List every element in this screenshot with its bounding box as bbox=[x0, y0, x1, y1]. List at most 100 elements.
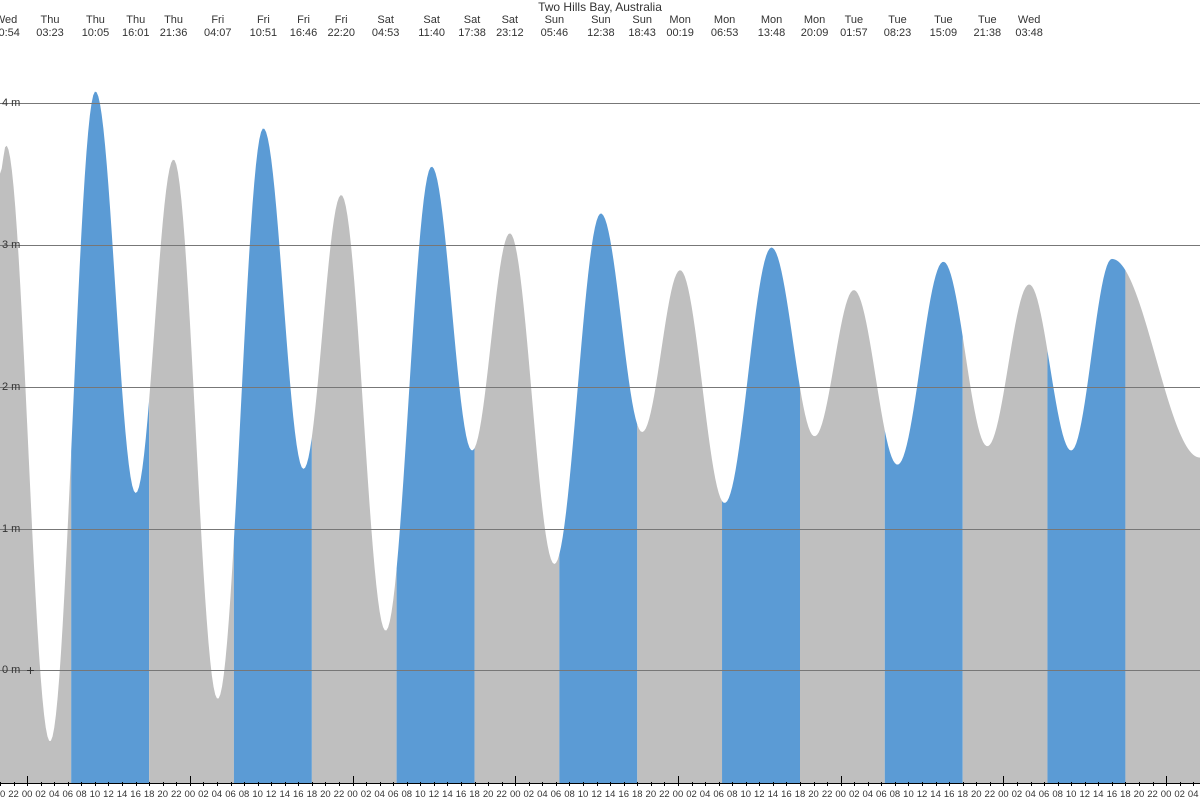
tide-area-day bbox=[234, 129, 312, 784]
x-tick bbox=[569, 782, 570, 786]
tide-time-label: Fri22:20 bbox=[327, 14, 355, 40]
x-hour-label: 22 bbox=[8, 789, 19, 800]
tide-area-day bbox=[559, 214, 637, 784]
x-hour-label: 10 bbox=[415, 789, 426, 800]
x-tick bbox=[81, 782, 82, 786]
y-axis-label: 2 m bbox=[2, 381, 20, 393]
x-hour-label: 00 bbox=[998, 789, 1009, 800]
x-tick bbox=[705, 782, 706, 786]
x-hour-label: 16 bbox=[293, 789, 304, 800]
x-tick bbox=[786, 782, 787, 786]
x-hour-label: 10 bbox=[903, 789, 914, 800]
x-tick bbox=[420, 782, 421, 786]
x-hour-label: 22 bbox=[1147, 789, 1158, 800]
x-hour-label: 04 bbox=[374, 789, 385, 800]
tide-time-label: Mon13:48 bbox=[758, 14, 786, 40]
x-hour-label: 18 bbox=[469, 789, 480, 800]
x-hour-label: 12 bbox=[754, 789, 765, 800]
x-tick bbox=[597, 782, 598, 786]
tide-time-label: Sat17:38 bbox=[458, 14, 486, 40]
tide-time-label: Thu21:36 bbox=[160, 14, 188, 40]
x-tick bbox=[353, 776, 354, 786]
x-hour-label: 08 bbox=[890, 789, 901, 800]
x-hour-label: 04 bbox=[1025, 789, 1036, 800]
x-tick bbox=[841, 776, 842, 786]
tide-time-label: Fri16:46 bbox=[290, 14, 318, 40]
y-axis-label: 3 m bbox=[2, 239, 20, 251]
x-hour-label: 20 bbox=[483, 789, 494, 800]
x-hour-label: 08 bbox=[564, 789, 575, 800]
x-tick bbox=[1003, 776, 1004, 786]
x-tick bbox=[1058, 782, 1059, 786]
x-tick bbox=[949, 782, 950, 786]
x-tick bbox=[583, 782, 584, 786]
x-hour-label: 00 bbox=[185, 789, 196, 800]
x-tick bbox=[393, 782, 394, 786]
tide-area-night bbox=[475, 233, 560, 784]
x-tick bbox=[1166, 776, 1167, 786]
x-hour-label: 22 bbox=[822, 789, 833, 800]
tide-time-label: Tue21:38 bbox=[974, 14, 1002, 40]
x-tick bbox=[529, 782, 530, 786]
tide-area-night bbox=[1125, 270, 1200, 784]
x-tick bbox=[190, 776, 191, 786]
x-tick bbox=[1044, 782, 1045, 786]
x-hour-label: 10 bbox=[1066, 789, 1077, 800]
x-tick bbox=[637, 782, 638, 786]
x-tick bbox=[651, 782, 652, 786]
x-tick bbox=[339, 782, 340, 786]
x-hour-label: 08 bbox=[401, 789, 412, 800]
x-tick bbox=[1031, 782, 1032, 786]
x-tick bbox=[434, 782, 435, 786]
tide-curve bbox=[0, 46, 1200, 784]
x-hour-label: 22 bbox=[985, 789, 996, 800]
x-tick bbox=[502, 782, 503, 786]
x-hour-label: 10 bbox=[740, 789, 751, 800]
x-tick bbox=[1180, 782, 1181, 786]
x-tick bbox=[325, 782, 326, 786]
tide-time-label: Thu16:01 bbox=[122, 14, 150, 40]
x-tick bbox=[149, 782, 150, 786]
x-hour-label: 22 bbox=[496, 789, 507, 800]
tide-time-label: Sun05:46 bbox=[541, 14, 569, 40]
x-tick bbox=[14, 782, 15, 786]
x-hour-label: 14 bbox=[442, 789, 453, 800]
x-tick bbox=[217, 782, 218, 786]
x-tick bbox=[475, 782, 476, 786]
x-tick bbox=[624, 782, 625, 786]
x-tick bbox=[692, 782, 693, 786]
x-hour-label: 12 bbox=[103, 789, 114, 800]
y-axis-label: 4 m bbox=[2, 97, 20, 109]
x-hour-label: 04 bbox=[862, 789, 873, 800]
x-tick bbox=[1085, 782, 1086, 786]
x-tick bbox=[719, 782, 720, 786]
x-hour-label: 18 bbox=[632, 789, 643, 800]
x-hour-label: 18 bbox=[957, 789, 968, 800]
x-hour-label: 12 bbox=[429, 789, 440, 800]
x-tick bbox=[1125, 782, 1126, 786]
x-tick bbox=[68, 782, 69, 786]
x-hour-label: 02 bbox=[1174, 789, 1185, 800]
x-tick bbox=[108, 782, 109, 786]
x-tick bbox=[908, 782, 909, 786]
x-hour-label: 00 bbox=[835, 789, 846, 800]
x-tick bbox=[122, 782, 123, 786]
x-hour-label: 20 bbox=[971, 789, 982, 800]
gridline bbox=[0, 245, 1200, 246]
x-hour-label: 02 bbox=[198, 789, 209, 800]
x-tick bbox=[1193, 782, 1194, 786]
x-hour-label: 04 bbox=[1188, 789, 1199, 800]
x-tick bbox=[95, 782, 96, 786]
x-tick bbox=[258, 782, 259, 786]
tide-area-night bbox=[637, 270, 722, 784]
x-tick bbox=[1098, 782, 1099, 786]
x-hour-label: 08 bbox=[727, 789, 738, 800]
x-tick bbox=[488, 782, 489, 786]
x-hour-label: 14 bbox=[605, 789, 616, 800]
x-hour-label: 12 bbox=[917, 789, 928, 800]
x-hour-label: 14 bbox=[930, 789, 941, 800]
x-tick bbox=[271, 782, 272, 786]
tide-time-label: Mon00:19 bbox=[666, 14, 694, 40]
x-tick bbox=[54, 782, 55, 786]
x-tick bbox=[868, 782, 869, 786]
